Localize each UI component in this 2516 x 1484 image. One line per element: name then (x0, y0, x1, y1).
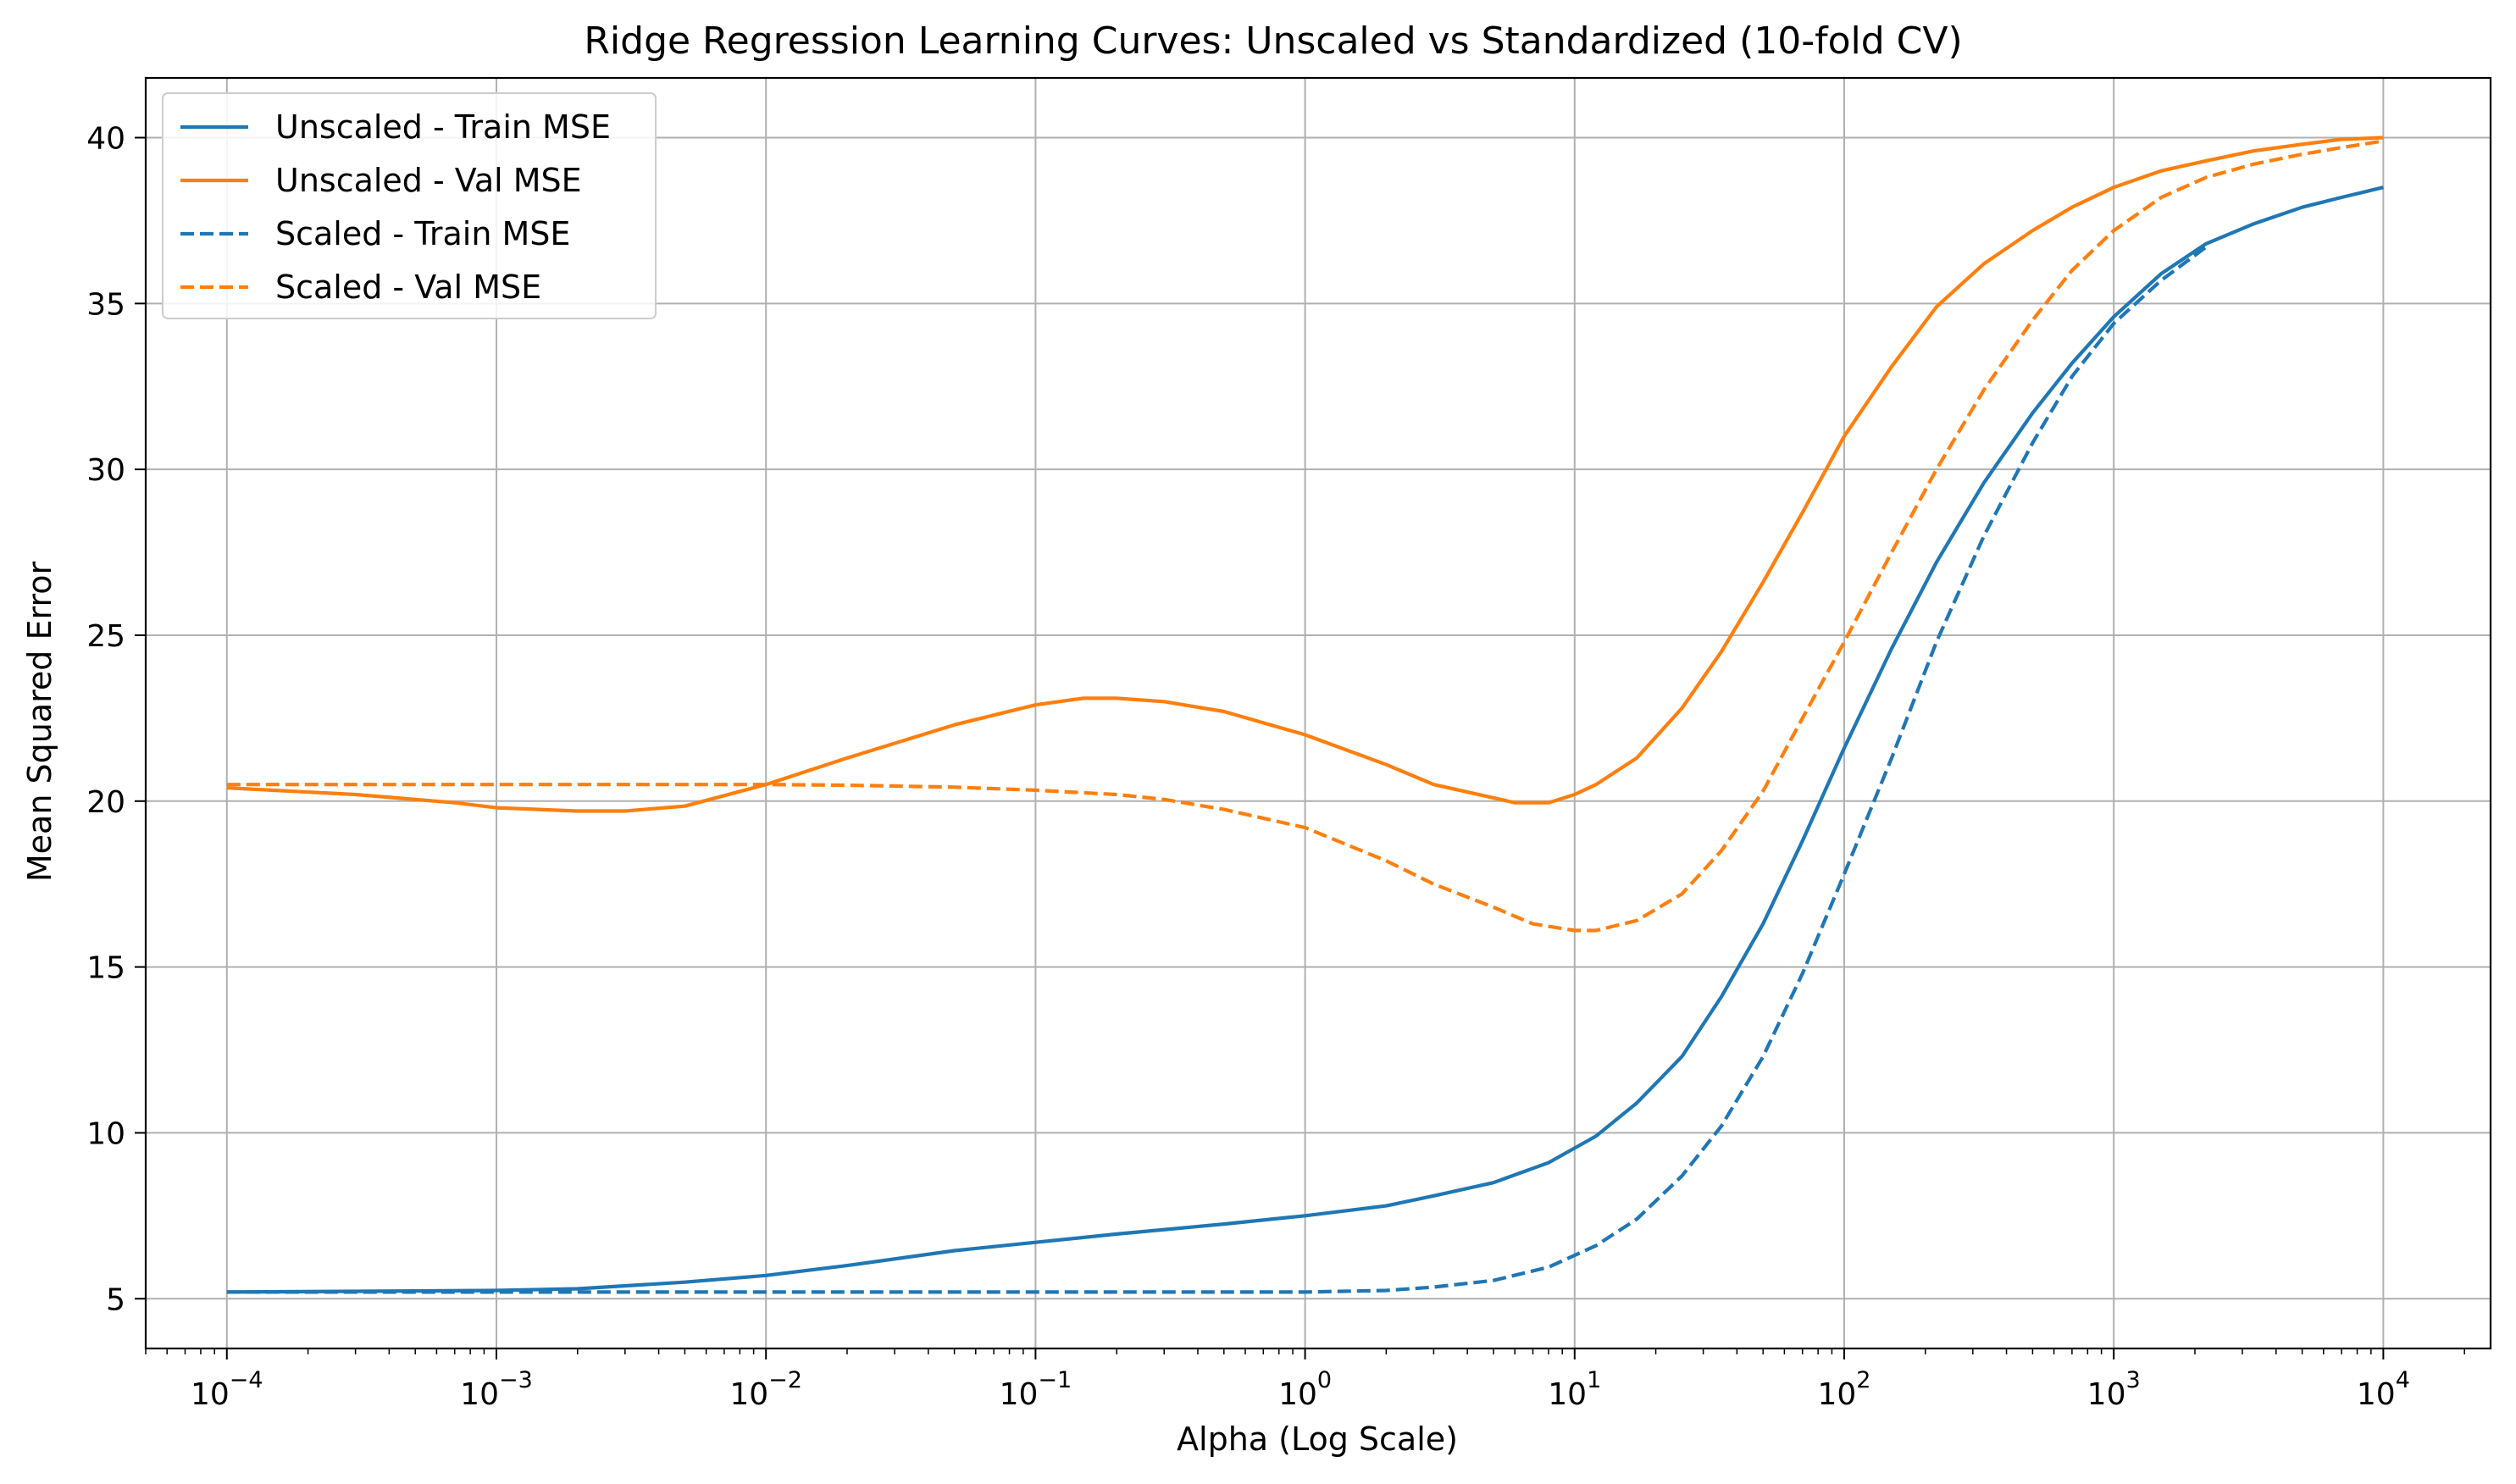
plot-frame (144, 76, 2492, 1350)
x-tick-base: 10 (1548, 1377, 1587, 1412)
legend-label: Unscaled - Val MSE (275, 162, 582, 199)
series-line-3 (226, 246, 2208, 1294)
x-tick-label: 10−4 (191, 1367, 263, 1412)
x-tick-base: 10 (2357, 1377, 2396, 1412)
legend-label: Unscaled - Train MSE (275, 108, 611, 146)
y-tick-label: 10 (86, 1116, 125, 1151)
x-tick-base: 10 (1000, 1377, 1039, 1412)
x-tick-base: 10 (460, 1377, 499, 1412)
y-tick-label: 15 (86, 951, 125, 986)
y-tick-label: 35 (86, 287, 125, 322)
legend-label: Scaled - Train MSE (275, 215, 570, 252)
x-axis-label: Alpha (Log Scale) (1177, 1420, 1458, 1458)
legend: Unscaled - Train MSE Unscaled - Val MSE Sc… (162, 92, 657, 319)
x-tick-base: 10 (1817, 1377, 1856, 1412)
x-axis-ticks: 10−4 10−3 10−2 10−1 100 101 102 103 104 (145, 1348, 2465, 1412)
y-tick-label: 25 (86, 619, 125, 654)
series-line-1 (226, 186, 2384, 1294)
y-tick-label: 40 (86, 121, 125, 156)
y-tick-label: 5 (106, 1282, 125, 1317)
x-tick-base: 10 (1278, 1377, 1317, 1412)
series-line-2 (226, 136, 2384, 813)
y-tick-label: 20 (86, 785, 125, 820)
x-tick-exponent: 0 (1317, 1367, 1332, 1393)
legend-box (162, 92, 657, 319)
chart-title: Ridge Regression Learning Curves: Unscal… (584, 19, 1962, 63)
x-tick-exponent: 2 (1856, 1367, 1870, 1393)
x-tick-label: 10−3 (460, 1367, 533, 1412)
x-tick-label: 103 (2087, 1367, 2141, 1412)
x-tick-label: 10−2 (729, 1367, 802, 1412)
x-tick-base: 10 (2087, 1377, 2126, 1412)
y-axis-ticks: 5 10 15 20 25 30 35 40 (86, 121, 146, 1317)
x-tick-exponent: −3 (499, 1367, 533, 1393)
x-tick-label: 101 (1548, 1367, 1601, 1412)
x-tick-label: 100 (1278, 1367, 1332, 1412)
x-tick-exponent: 1 (1587, 1367, 1601, 1393)
x-tick-exponent: −2 (768, 1367, 802, 1393)
grid (146, 78, 2491, 1348)
x-tick-exponent: −1 (1038, 1367, 1072, 1393)
series-lines (226, 136, 2384, 1294)
y-tick-label: 30 (86, 453, 125, 488)
y-axis-label: Mean Squared Error (21, 562, 58, 883)
x-tick-label: 102 (1817, 1367, 1870, 1412)
series-line-4 (226, 139, 2384, 933)
x-tick-base: 10 (191, 1377, 230, 1412)
legend-label: Scaled - Val MSE (275, 269, 541, 306)
x-tick-base: 10 (729, 1377, 768, 1412)
x-tick-exponent: 3 (2125, 1367, 2140, 1393)
x-tick-label: 104 (2357, 1367, 2410, 1412)
x-tick-exponent: −4 (230, 1367, 263, 1393)
x-tick-exponent: 4 (2396, 1367, 2410, 1393)
x-tick-label: 10−1 (1000, 1367, 1072, 1412)
